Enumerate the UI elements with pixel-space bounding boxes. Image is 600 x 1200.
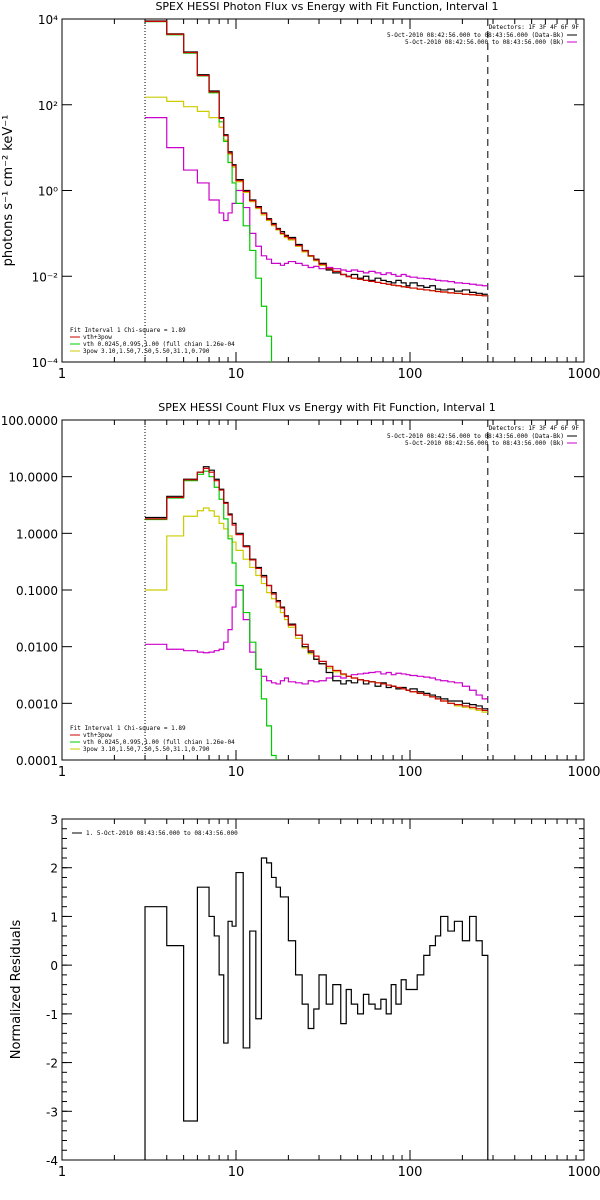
y-tick-label: 0.0010 — [16, 697, 58, 711]
y-tick-label: 1.0000 — [16, 527, 58, 541]
series-vth-line — [145, 20, 273, 362]
y-tick-label: -4 — [46, 1154, 58, 1168]
x-tick-label: 1000 — [567, 765, 600, 780]
plot-frame — [61, 818, 585, 1161]
legend-left-label: vth+3pow — [83, 334, 112, 341]
count-flux-panel: SPEX HESSI Count Flux vs Energy with Fit… — [1, 401, 600, 780]
x-tick-label: 1 — [58, 765, 66, 780]
x-tick-label: 1 — [58, 367, 66, 382]
photon-flux-panel: SPEX HESSI Photon Flux vs Energy with Fi… — [1, 0, 600, 382]
series-vth+3pow-line — [145, 467, 488, 712]
series-residuals-line — [144, 857, 489, 1160]
y-tick-label: 3 — [50, 813, 58, 827]
y-tick-label: 10⁻² — [32, 270, 59, 284]
legend-right-label: 5-Oct-2010 08:42:56.000 to 08:43:56.000 … — [387, 32, 564, 39]
y-tick-label: 10⁻⁴ — [32, 356, 59, 370]
photon-flux-title: SPEX HESSI Photon Flux vs Energy with Fi… — [155, 0, 498, 13]
detectors-label: Detectors: 1F 3F 4F 6F 9F — [489, 24, 580, 31]
y-tick-label: 0.0001 — [16, 754, 58, 768]
legend-left-label: vth 0.0245,0.995,1.00 (full chian 1.26e-… — [83, 341, 235, 348]
y-tick-label: 100.0000 — [1, 414, 58, 428]
y-tick-label: 0.1000 — [16, 584, 58, 598]
x-tick-label: 10 — [228, 367, 245, 382]
y-tick-label: -1 — [46, 1008, 58, 1022]
x-tick-label: 100 — [398, 1165, 423, 1180]
x-tick-label: 10 — [228, 765, 245, 780]
detectors-label: Detectors: 1F 3F 4F 6F 9F — [489, 425, 580, 432]
legend-left-label: vth 0.0245,0.995,1.00 (full chian 1.26e-… — [83, 739, 235, 746]
y-tick-label: 10⁰ — [38, 185, 58, 199]
y-tick-label: -3 — [46, 1105, 58, 1119]
x-tick-label: 1000 — [567, 1165, 600, 1180]
residuals-panel: 1 10 100 1000 -4 -3 -2 -1 0 1 2 3 Normalized Residua… — [9, 813, 600, 1180]
legend-left-label: vth+3pow — [83, 732, 112, 739]
legend-right-label: 5-Oct-2010 08:42:56.000 to 08:43:56.000 … — [405, 39, 564, 46]
legend-left-label: 1. 5-Oct-2010 08:43:56.000 to 08:43:56.0… — [86, 830, 238, 837]
series-data-line — [145, 466, 488, 710]
legend-right-label: 5-Oct-2010 08:42:56.000 to 08:43:56.000 … — [387, 433, 564, 440]
y-tick-label: 2 — [50, 862, 58, 876]
legend-left-label: 3pow 3.10,1.50,7.50,5.50,31.1,0.790 — [83, 746, 210, 753]
series-vth-line — [145, 470, 277, 760]
x-tick-label: 1 — [58, 1165, 66, 1180]
legend-left-label: 3pow 3.10,1.50,7.50,5.50,31.1,0.790 — [83, 348, 210, 355]
x-tick-label: 1000 — [567, 367, 600, 382]
y-tick-label: 10.0000 — [8, 471, 58, 485]
plot-frame — [61, 419, 585, 761]
plot-frame — [61, 18, 585, 363]
legend-left-label: Fit Interval 1 Chi-square = 1.89 — [70, 327, 186, 334]
x-tick-label: 100 — [398, 765, 423, 780]
y-tick-label: 1 — [50, 910, 58, 924]
series-vth+3pow-line — [145, 20, 488, 297]
series-data-line — [145, 20, 488, 295]
count-flux-title: SPEX HESSI Count Flux vs Energy with Fit… — [158, 401, 495, 414]
y-tick-label: 0.0100 — [16, 641, 58, 655]
series-Bk-line — [145, 589, 488, 700]
legend-left-label: Fit Interval 1 Chi-square = 1.89 — [70, 725, 186, 732]
y-tick-label: -2 — [46, 1057, 58, 1071]
y-axis-label: photons s⁻¹ cm⁻² keV⁻¹ — [1, 115, 16, 267]
y-tick-label: 10² — [38, 99, 58, 113]
x-tick-label: 100 — [398, 367, 423, 382]
y-tick-label: 0 — [50, 959, 58, 973]
y-axis-label: Normalized Residuals — [9, 920, 24, 1060]
legend-right-label: 5-Oct-2010 08:42:56.000 to 08:43:56.000 … — [405, 440, 564, 447]
x-tick-label: 10 — [228, 1165, 245, 1180]
y-tick-label: 10⁴ — [38, 13, 58, 27]
